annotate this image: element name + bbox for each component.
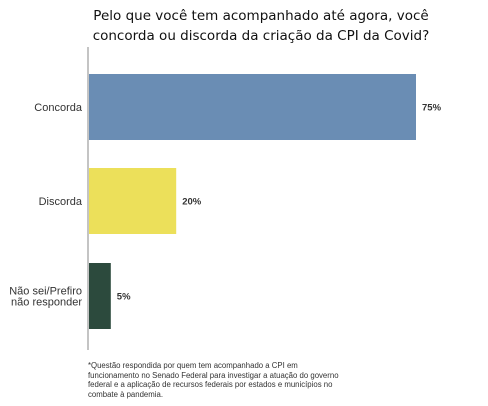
bar-2 <box>89 263 111 329</box>
category-label-line: Discorda <box>39 196 83 208</box>
value-labels-group: 75% 20% 5% <box>117 103 442 303</box>
category-label-0: Concorda <box>34 102 83 114</box>
chart-title: Pelo que você tem acompanhado até agora,… <box>86 6 436 46</box>
category-label-2: Não sei/Prefiro não responder <box>9 286 82 309</box>
category-labels-group: Concorda Discorda Não sei/Prefiro não respo… <box>9 102 83 309</box>
category-label-line: Concorda <box>34 102 83 114</box>
chart-title-line-2: concorda ou discorda da criação da CPI d… <box>92 28 430 44</box>
category-label-line: não responder <box>11 297 82 309</box>
value-label-2: 5% <box>117 292 131 303</box>
footnote: *Questão respondida por quem tem acompan… <box>88 361 339 399</box>
category-label-1: Discorda <box>39 196 83 208</box>
value-label-0: 75% <box>422 103 442 114</box>
category-label-line: Não sei/Prefiro <box>9 286 82 298</box>
bar-1 <box>89 168 177 234</box>
bar-0 <box>89 74 416 140</box>
value-label-1: 20% <box>182 197 202 208</box>
bars-group <box>89 74 416 329</box>
chart-title-line-1: Pelo que você tem acompanhado até agora,… <box>93 8 429 24</box>
